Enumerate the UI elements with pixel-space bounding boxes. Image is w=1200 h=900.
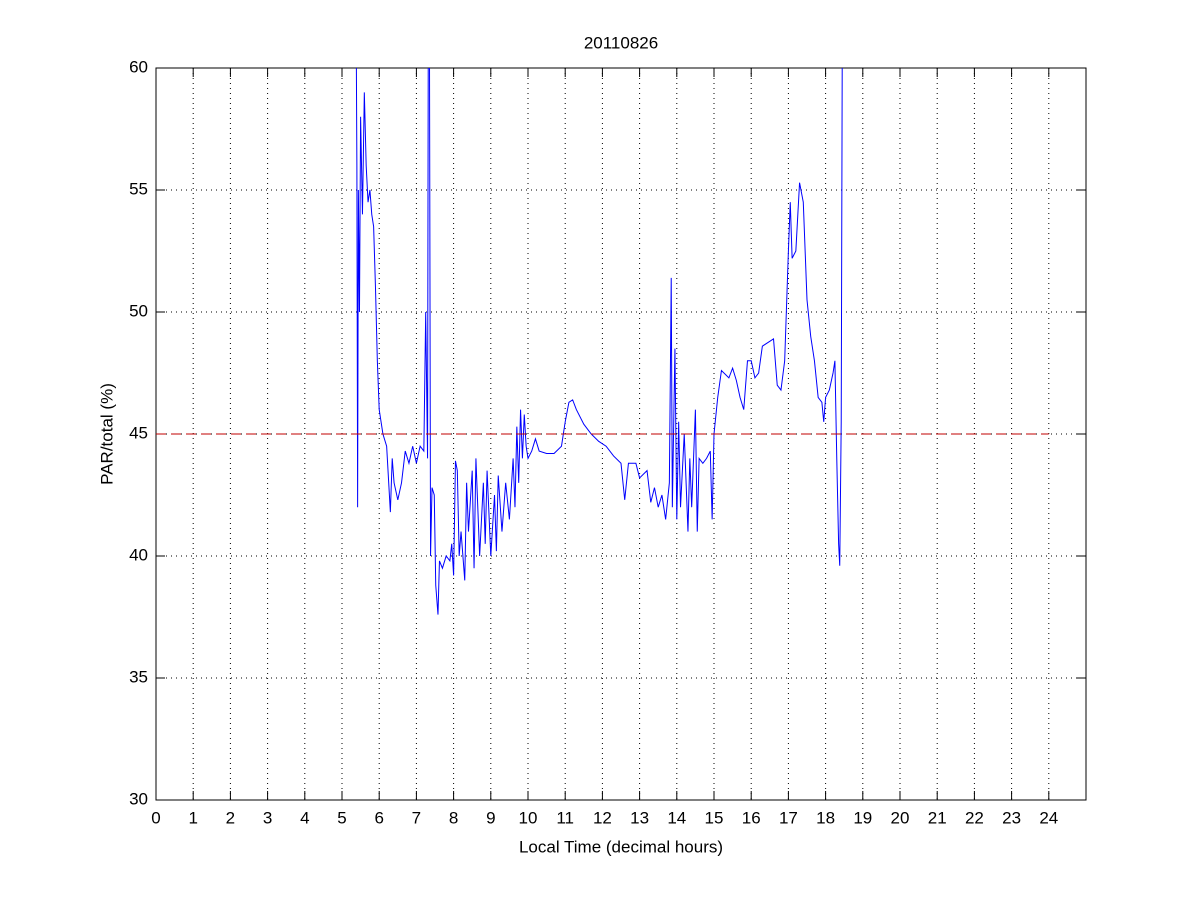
- x-tick-label: 16: [742, 808, 761, 827]
- x-tick-label: 15: [705, 808, 724, 827]
- x-tick-label: 19: [853, 808, 872, 827]
- y-tick-label: 30: [129, 789, 148, 808]
- y-tick-label: 45: [129, 423, 148, 442]
- x-tick-label: 11: [556, 808, 574, 827]
- x-tick-label: 6: [374, 808, 383, 827]
- y-tick-label: 55: [129, 179, 148, 198]
- x-tick-label: 1: [188, 808, 197, 827]
- y-axis-label: PAR/total (%): [97, 383, 116, 485]
- data-line: [355, 68, 843, 615]
- x-tick-label: 9: [486, 808, 495, 827]
- x-tick-label: 7: [412, 808, 421, 827]
- x-tick-label: 4: [300, 808, 309, 827]
- lines: [156, 68, 1049, 615]
- x-tick-label: 10: [519, 808, 538, 827]
- y-tick-label: 40: [129, 545, 148, 564]
- x-tick-label: 18: [816, 808, 835, 827]
- x-tick-label: 2: [226, 808, 235, 827]
- x-tick-label: 21: [928, 808, 947, 827]
- x-tick-label: 5: [337, 808, 346, 827]
- y-tick-label: 60: [129, 57, 148, 76]
- x-tick-label: 12: [593, 808, 612, 827]
- x-tick-label: 13: [630, 808, 649, 827]
- x-tick-label: 22: [965, 808, 984, 827]
- chart-title: 20110826: [584, 33, 658, 52]
- y-tick-label: 35: [129, 667, 148, 686]
- x-tick-label: 3: [263, 808, 272, 827]
- y-tick-label: 50: [129, 301, 148, 320]
- x-tick-label: 20: [891, 808, 910, 827]
- x-tick-label: 24: [1039, 808, 1058, 827]
- x-tick-label: 23: [1002, 808, 1021, 827]
- x-axis-label: Local Time (decimal hours): [519, 837, 723, 856]
- x-tick-label: 0: [151, 808, 160, 827]
- x-tick-label: 17: [779, 808, 798, 827]
- x-tick-label: 8: [449, 808, 458, 827]
- x-tick-label: 14: [667, 808, 686, 827]
